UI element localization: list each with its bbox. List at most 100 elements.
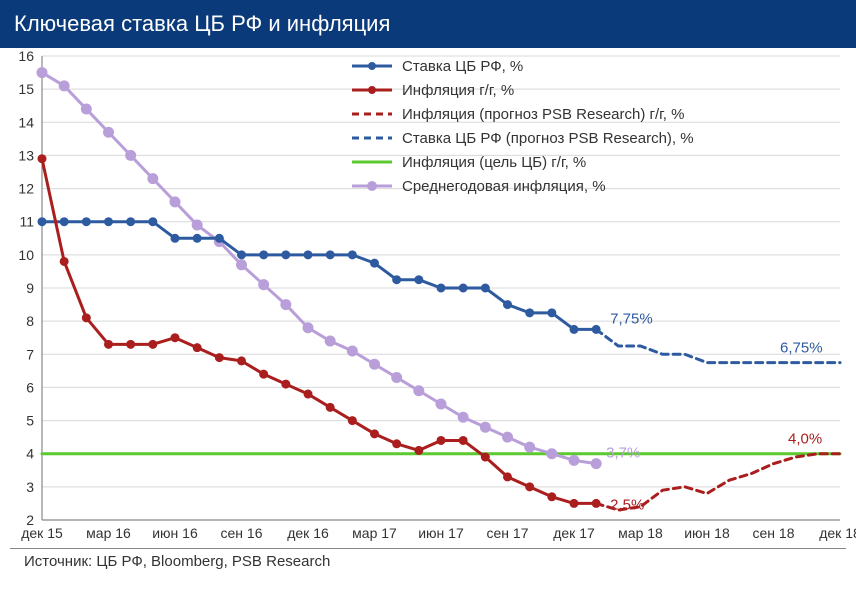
legend-marker-rate <box>368 62 376 70</box>
series-inflation-marker <box>149 340 157 348</box>
series-rate-marker <box>215 234 223 242</box>
series-inflation-marker <box>548 493 556 501</box>
series-inflation-marker <box>393 440 401 448</box>
series-inflation-marker <box>282 380 290 388</box>
footer-text: Источник: ЦБ РФ, Bloomberg, PSB Research <box>24 553 330 570</box>
legend-label-rate: Ставка ЦБ РФ, % <box>402 58 523 75</box>
series-infl_avg-marker <box>170 197 180 207</box>
series-rate-marker <box>415 276 423 284</box>
series-rate-marker <box>570 325 578 333</box>
x-tick-label: дек 15 <box>21 525 63 541</box>
y-tick-label: 5 <box>26 413 34 429</box>
title-text: Ключевая ставка ЦБ РФ и инфляция <box>14 11 390 37</box>
series-inflation-marker <box>570 499 578 507</box>
series-infl_avg-marker <box>347 346 357 356</box>
series-inflation-marker <box>459 436 467 444</box>
y-tick-label: 13 <box>18 147 34 163</box>
legend-marker-infl_avg <box>367 181 377 191</box>
annotation-label: 2,5% <box>610 496 644 513</box>
annotation-label: 6,75% <box>780 340 823 357</box>
y-tick-label: 16 <box>18 48 34 64</box>
x-tick-label: дек 16 <box>287 525 329 541</box>
series-rate-marker <box>459 284 467 292</box>
series-infl_avg-marker <box>104 127 114 137</box>
series-rate-marker <box>304 251 312 259</box>
y-tick-label: 14 <box>18 114 34 130</box>
series-infl_avg-marker <box>569 455 579 465</box>
series-inflation-marker <box>238 357 246 365</box>
x-tick-label: дек 18 <box>819 525 856 541</box>
annotation-label: 3,7% <box>606 445 640 462</box>
series-infl_avg-marker <box>458 412 468 422</box>
x-tick-label: мар 17 <box>352 525 397 541</box>
series-rate-marker <box>393 276 401 284</box>
y-tick-label: 12 <box>18 181 34 197</box>
x-tick-label: сен 17 <box>487 525 529 541</box>
series-infl_avg-marker <box>414 386 424 396</box>
x-tick-label: мар 18 <box>618 525 663 541</box>
series-inflation <box>42 159 596 504</box>
x-tick-label: июн 16 <box>152 525 198 541</box>
legend-label-inflation: Инфляция г/г, % <box>402 82 514 99</box>
series-rate-marker <box>260 251 268 259</box>
annotation-label: 7,75% <box>610 310 653 327</box>
y-tick-label: 6 <box>26 379 34 395</box>
x-tick-label: сен 18 <box>753 525 795 541</box>
x-tick-label: дек 17 <box>553 525 595 541</box>
series-infl_avg-marker <box>525 442 535 452</box>
series-infl_avg-marker <box>81 104 91 114</box>
series-rate-marker <box>171 234 179 242</box>
x-tick-label: июн 17 <box>418 525 464 541</box>
series-inflation-marker <box>60 257 68 265</box>
series-rate-marker <box>348 251 356 259</box>
series-inflation-marker <box>371 430 379 438</box>
y-tick-label: 9 <box>26 280 34 296</box>
chart-svg: 2345678910111213141516дек 15мар 16июн 16… <box>0 48 856 548</box>
series-infl_avg-marker <box>37 68 47 78</box>
series-rate-marker <box>38 218 46 226</box>
series-rate-marker <box>326 251 334 259</box>
series-infl_avg-marker <box>325 336 335 346</box>
x-tick-label: июн 18 <box>684 525 730 541</box>
series-rate-marker <box>504 301 512 309</box>
series-infl_avg-marker <box>370 359 380 369</box>
legend-marker-inflation <box>368 86 376 94</box>
series-infl_avg-marker <box>480 422 490 432</box>
series-inflation-marker <box>215 354 223 362</box>
series-rate-marker <box>526 309 534 317</box>
series-infl_avg-marker <box>281 300 291 310</box>
y-tick-label: 4 <box>26 446 34 462</box>
series-rate-marker <box>238 251 246 259</box>
series-infl_avg-marker <box>547 449 557 459</box>
series-rate-marker <box>282 251 290 259</box>
series-inflation-marker <box>127 340 135 348</box>
y-tick-label: 3 <box>26 479 34 495</box>
series-inflation-marker <box>304 390 312 398</box>
series-infl_avg-marker <box>392 372 402 382</box>
series-infl_avg-marker <box>148 174 158 184</box>
series-infl_avg-marker <box>59 81 69 91</box>
series-inflation-marker <box>82 314 90 322</box>
chart-footer: Источник: ЦБ РФ, Bloomberg, PSB Research <box>10 548 846 574</box>
series-infl_avg-marker <box>192 220 202 230</box>
chart-plot-area: 2345678910111213141516дек 15мар 16июн 16… <box>0 48 856 548</box>
series-rate-marker <box>105 218 113 226</box>
series-infl_avg-marker <box>259 280 269 290</box>
series-infl_avg-marker <box>503 432 513 442</box>
series-inflation-marker <box>526 483 534 491</box>
series-rate-marker <box>193 234 201 242</box>
series-inflation-marker <box>260 370 268 378</box>
y-tick-label: 10 <box>18 247 34 263</box>
series-inflation-marker <box>481 453 489 461</box>
series-infl_avg-marker <box>303 323 313 333</box>
series-inflation-marker <box>326 403 334 411</box>
x-tick-label: сен 16 <box>221 525 263 541</box>
legend-label-infl_avg: Среднегодовая инфляция, % <box>402 178 606 195</box>
series-rate <box>42 222 596 330</box>
series-inflation-marker <box>193 344 201 352</box>
series-rate-marker <box>437 284 445 292</box>
series-infl_avg-marker <box>237 260 247 270</box>
legend-label-rate_fc: Ставка ЦБ РФ (прогноз PSB Research), % <box>402 130 694 147</box>
series-rate-marker <box>82 218 90 226</box>
series-rate-marker <box>481 284 489 292</box>
